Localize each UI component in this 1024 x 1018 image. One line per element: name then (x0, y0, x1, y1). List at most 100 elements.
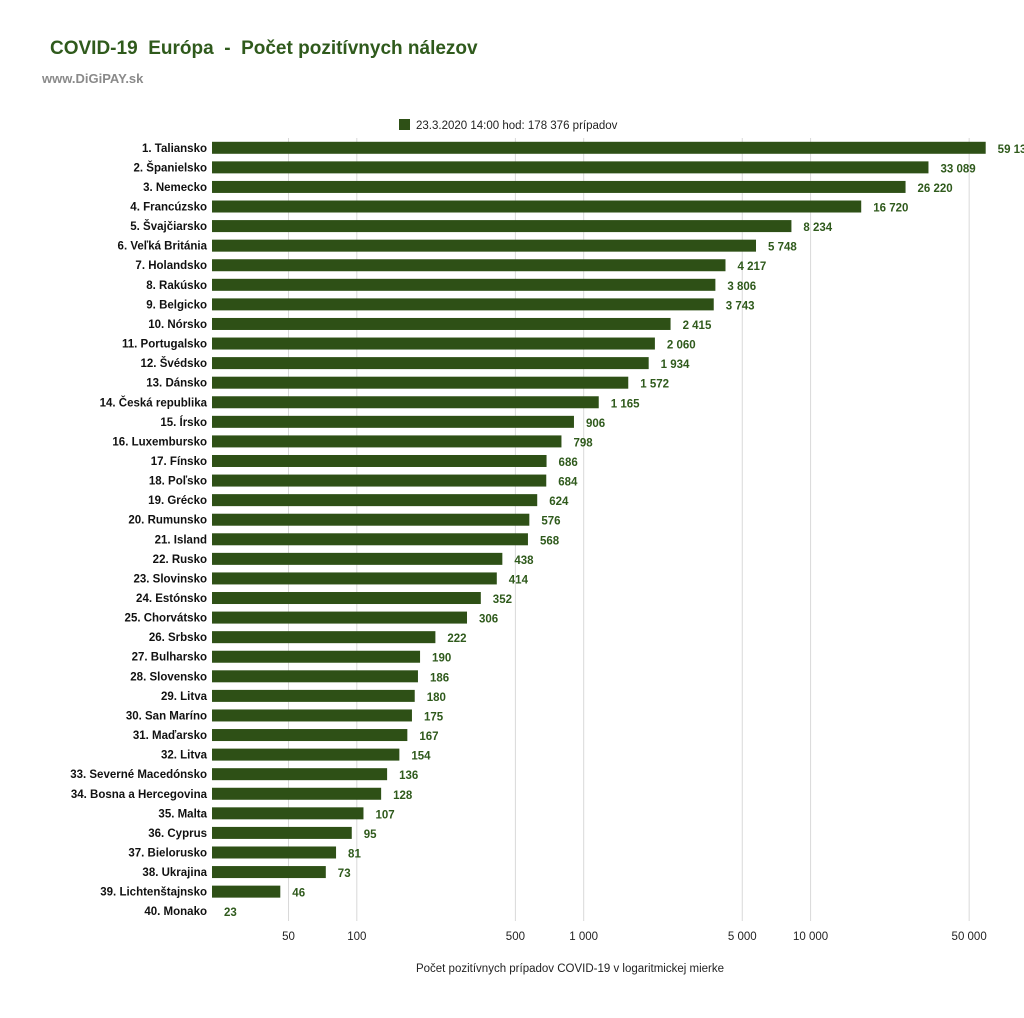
bar (212, 572, 497, 585)
value-label: 186 (430, 672, 449, 684)
category-label: 39. Lichtenštajnsko (100, 887, 207, 899)
value-label: 59 138 (998, 144, 1024, 156)
bar (212, 513, 530, 526)
value-label: 624 (549, 496, 569, 508)
category-label: 5. Švajčiarsko (130, 220, 207, 233)
bar (212, 768, 388, 781)
x-tick-label: 50 000 (952, 931, 987, 943)
x-tick-label: 500 (506, 931, 525, 943)
category-label: 6. Veľká Británia (118, 241, 208, 253)
value-label: 26 220 (918, 183, 953, 195)
bar (212, 494, 538, 507)
category-label: 2. Španielsko (133, 161, 207, 174)
bar (212, 357, 649, 370)
category-label: 12. Švédsko (141, 357, 207, 370)
category-label: 1. Taliansko (142, 143, 207, 155)
bar (212, 689, 415, 702)
x-tick-label: 100 (347, 931, 366, 943)
value-label: 154 (411, 751, 431, 763)
category-label: 23. Slovinsko (133, 573, 207, 585)
category-label: 37. Bielorusko (128, 847, 207, 859)
bar (212, 826, 352, 839)
bar (212, 180, 906, 193)
legend-label: 23.3.2020 14:00 hod: 178 376 prípadov (416, 120, 618, 132)
category-label: 40. Monako (144, 906, 207, 918)
category-label: 20. Rumunsko (128, 515, 207, 527)
value-label: 128 (393, 790, 413, 802)
value-label: 3 743 (726, 300, 755, 312)
value-label: 1 165 (611, 398, 640, 410)
value-label: 222 (447, 633, 466, 645)
bar (212, 533, 528, 546)
x-tick-label: 5 000 (728, 931, 757, 943)
bar (212, 239, 757, 252)
value-label: 684 (558, 477, 578, 489)
value-label: 23 (224, 907, 237, 919)
category-label: 14. Česká republika (100, 396, 208, 409)
value-label: 167 (419, 731, 438, 743)
value-label: 5 748 (768, 242, 797, 254)
bar (212, 317, 671, 330)
category-label: 29. Litva (161, 691, 208, 703)
category-label: 38. Ukrajina (142, 867, 207, 879)
category-label: 17. Fínsko (151, 456, 207, 468)
category-label: 26. Srbsko (149, 632, 207, 644)
value-label: 95 (364, 829, 377, 841)
value-label: 180 (427, 692, 446, 704)
value-label: 107 (375, 809, 394, 821)
bar (212, 729, 408, 742)
bar (212, 787, 382, 800)
bar (212, 454, 547, 467)
bar (212, 846, 337, 859)
value-label: 8 234 (803, 222, 832, 234)
bar (212, 552, 503, 565)
bar (212, 220, 792, 233)
value-label: 3 806 (727, 281, 756, 293)
value-label: 81 (348, 848, 361, 860)
value-label: 4 217 (737, 261, 766, 273)
bar (212, 337, 655, 350)
category-label: 11. Portugalsko (122, 339, 207, 351)
category-label: 9. Belgicko (146, 299, 207, 311)
value-label: 16 720 (873, 203, 908, 215)
category-label: 13. Dánsko (146, 378, 207, 390)
chart-title: COVID-19 Európa - Počet pozitívnych nále… (50, 38, 478, 59)
value-label: 568 (540, 535, 560, 547)
bar (212, 611, 468, 624)
bar (212, 298, 714, 311)
category-label: 33. Severné Macedónsko (70, 769, 207, 781)
value-label: 1 934 (661, 359, 690, 371)
bar (212, 866, 326, 879)
category-label: 34. Bosna a Hercegovina (71, 789, 208, 801)
value-label: 190 (432, 653, 451, 665)
source-label: www.DiGiPAY.sk (42, 71, 144, 86)
bar (212, 631, 436, 644)
value-label: 576 (541, 516, 560, 528)
bar (212, 709, 412, 722)
value-label: 175 (424, 711, 444, 723)
legend-swatch (399, 119, 410, 130)
category-label: 18. Poľsko (149, 476, 207, 488)
category-label: 31. Maďarsko (133, 730, 207, 742)
value-label: 352 (493, 594, 512, 606)
x-tick-label: 1 000 (569, 931, 598, 943)
bar (212, 435, 562, 448)
category-label: 27. Bulharsko (132, 652, 207, 664)
value-label: 438 (514, 555, 534, 567)
bar (212, 396, 599, 409)
value-label: 2 415 (683, 320, 712, 332)
category-label: 7. Holandsko (135, 260, 207, 272)
value-label: 906 (586, 418, 605, 430)
value-label: 306 (479, 614, 498, 626)
bar (212, 650, 421, 663)
category-label: 24. Estónsko (136, 593, 207, 605)
bar (212, 141, 986, 154)
category-label: 16. Luxembursko (112, 436, 207, 448)
category-label: 19. Grécko (148, 495, 207, 507)
value-label: 73 (338, 868, 351, 880)
category-label: 10. Nórsko (148, 319, 207, 331)
category-label: 3. Nemecko (143, 182, 207, 194)
bar (212, 748, 400, 761)
x-tick-label: 50 (282, 931, 295, 943)
